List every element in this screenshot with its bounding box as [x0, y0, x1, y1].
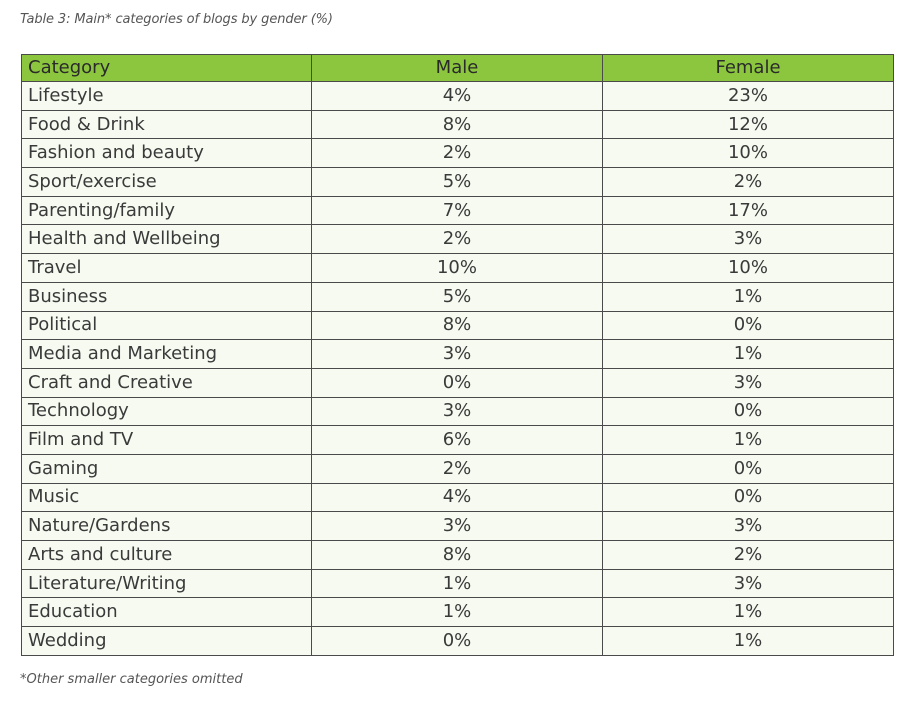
female-value-cell: 1%: [602, 626, 894, 656]
header-male: Male: [311, 54, 603, 82]
category-cell: Travel: [21, 253, 312, 283]
male-value-cell: 1%: [311, 568, 603, 599]
table-row: Food & Drink 8% 12%: [21, 109, 894, 140]
table-row: Travel 10% 10%: [21, 253, 894, 283]
male-value-cell: 2%: [311, 224, 603, 255]
female-value-cell: 23%: [602, 81, 894, 111]
male-value-cell: 0%: [311, 367, 603, 398]
female-value-cell: 0%: [602, 482, 894, 513]
female-value-cell: 12%: [602, 109, 894, 140]
female-value-cell: 10%: [602, 253, 894, 283]
category-cell: Gaming: [21, 453, 312, 484]
category-cell: Food & Drink: [21, 109, 312, 140]
table-row: Arts and culture 8% 2%: [21, 540, 894, 570]
female-value-cell: 1%: [602, 281, 894, 312]
table-row: Music 4% 0%: [21, 482, 894, 513]
table-row: Fashion and beauty 2% 10%: [21, 138, 894, 169]
male-value-cell: 8%: [311, 540, 603, 570]
female-value-cell: 2%: [602, 540, 894, 570]
table-row: Craft and Creative 0% 3%: [21, 367, 894, 398]
category-cell: Business: [21, 281, 312, 312]
blog-categories-table: Category Male Female Lifestyle 4% 23% Food …: [21, 54, 894, 656]
header-female: Female: [602, 54, 894, 82]
female-value-cell: 0%: [602, 453, 894, 484]
male-value-cell: 8%: [311, 310, 603, 341]
table-row: Health and Wellbeing 2% 3%: [21, 224, 894, 255]
table-row: Business 5% 1%: [21, 281, 894, 312]
header-row: Category Male Female: [21, 54, 894, 82]
category-cell: Craft and Creative: [21, 367, 312, 398]
category-cell: Film and TV: [21, 425, 312, 455]
category-cell: Lifestyle: [21, 81, 312, 111]
female-value-cell: 0%: [602, 396, 894, 427]
table-caption: Table 3: Main* categories of blogs by ge…: [20, 12, 333, 27]
male-value-cell: 7%: [311, 195, 603, 226]
category-cell: Technology: [21, 396, 312, 427]
male-value-cell: 4%: [311, 81, 603, 111]
table-row: Technology 3% 0%: [21, 396, 894, 427]
category-cell: Fashion and beauty: [21, 138, 312, 169]
female-value-cell: 1%: [602, 425, 894, 455]
male-value-cell: 3%: [311, 339, 603, 369]
female-value-cell: 1%: [602, 597, 894, 628]
table-row: Sport/exercise 5% 2%: [21, 167, 894, 197]
female-value-cell: 3%: [602, 511, 894, 541]
table-footnote: *Other smaller categories omitted: [20, 672, 243, 687]
category-cell: Arts and culture: [21, 540, 312, 570]
male-value-cell: 3%: [311, 396, 603, 427]
header-category: Category: [21, 54, 312, 82]
female-value-cell: 10%: [602, 138, 894, 169]
category-cell: Music: [21, 482, 312, 513]
male-value-cell: 10%: [311, 253, 603, 283]
table-row: Parenting/family 7% 17%: [21, 195, 894, 226]
table-body: Lifestyle 4% 23% Food & Drink 8% 12% Fashion a…: [21, 81, 894, 656]
female-value-cell: 3%: [602, 367, 894, 398]
table-row: Education 1% 1%: [21, 597, 894, 628]
female-value-cell: 3%: [602, 568, 894, 599]
table-row: Nature/Gardens 3% 3%: [21, 511, 894, 541]
male-value-cell: 8%: [311, 109, 603, 140]
male-value-cell: 5%: [311, 167, 603, 197]
table-row: Political 8% 0%: [21, 310, 894, 341]
category-cell: Education: [21, 597, 312, 628]
table-header: Category Male Female: [21, 54, 894, 82]
male-value-cell: 1%: [311, 597, 603, 628]
male-value-cell: 5%: [311, 281, 603, 312]
table-row: Lifestyle 4% 23%: [21, 81, 894, 111]
male-value-cell: 2%: [311, 453, 603, 484]
table-row: Film and TV 6% 1%: [21, 425, 894, 455]
category-cell: Literature/Writing: [21, 568, 312, 599]
female-value-cell: 2%: [602, 167, 894, 197]
table-row: Gaming 2% 0%: [21, 453, 894, 484]
category-cell: Sport/exercise: [21, 167, 312, 197]
category-cell: Media and Marketing: [21, 339, 312, 369]
female-value-cell: 3%: [602, 224, 894, 255]
category-cell: Parenting/family: [21, 195, 312, 226]
category-cell: Nature/Gardens: [21, 511, 312, 541]
category-cell: Political: [21, 310, 312, 341]
female-value-cell: 1%: [602, 339, 894, 369]
male-value-cell: 3%: [311, 511, 603, 541]
male-value-cell: 6%: [311, 425, 603, 455]
male-value-cell: 4%: [311, 482, 603, 513]
female-value-cell: 0%: [602, 310, 894, 341]
table-row: Wedding 0% 1%: [21, 626, 894, 656]
male-value-cell: 2%: [311, 138, 603, 169]
table-row: Literature/Writing 1% 3%: [21, 568, 894, 599]
table-row: Media and Marketing 3% 1%: [21, 339, 894, 369]
category-cell: Health and Wellbeing: [21, 224, 312, 255]
category-cell: Wedding: [21, 626, 312, 656]
male-value-cell: 0%: [311, 626, 603, 656]
female-value-cell: 17%: [602, 195, 894, 226]
